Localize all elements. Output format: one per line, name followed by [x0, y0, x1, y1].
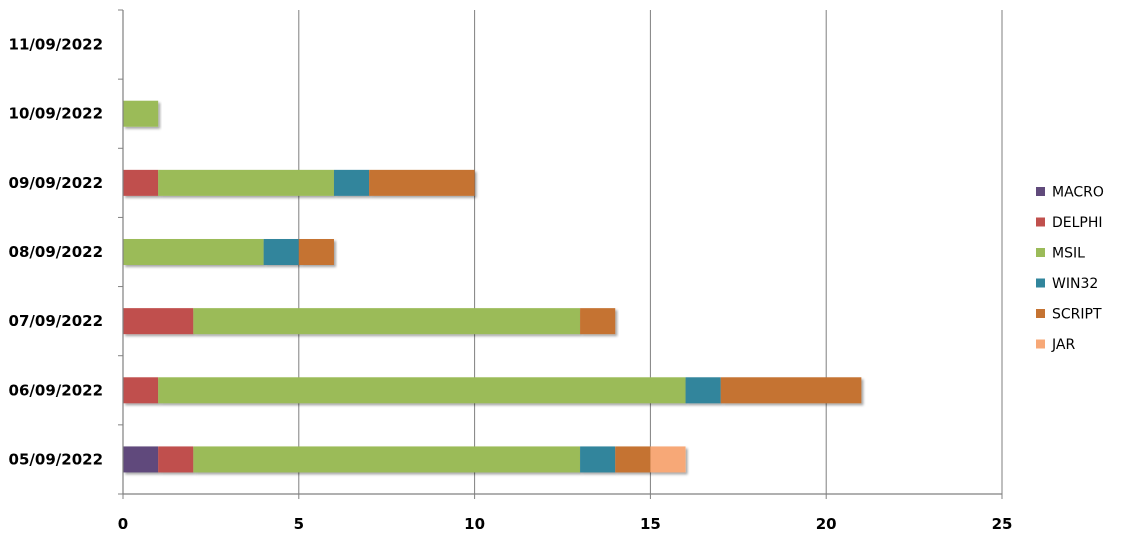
legend-label-script: SCRIPT	[1052, 307, 1102, 323]
legend-swatch-msil	[1036, 248, 1045, 257]
bar-msil-06-09-2022	[158, 377, 686, 404]
y-tick-label: 09/09/2022	[9, 174, 103, 192]
legend-swatch-script	[1036, 309, 1045, 318]
bar-msil-08-09-2022	[123, 239, 264, 265]
legend-swatch-jar	[1036, 339, 1045, 349]
bar-msil-09-09-2022	[158, 169, 334, 196]
y-tick-label: 10/09/2022	[9, 105, 103, 123]
bar-msil-05-09-2022	[193, 446, 581, 473]
y-tick-label: 06/09/2022	[9, 381, 103, 399]
x-tick-label: 10	[464, 515, 485, 533]
y-tick-label: 05/09/2022	[9, 450, 103, 468]
x-tick-label: 15	[640, 515, 661, 533]
x-tick-label: 5	[294, 515, 304, 533]
legend-swatch-win32	[1036, 278, 1045, 288]
x-tick-label: 25	[992, 515, 1013, 533]
legend-label-msil: MSIL	[1052, 246, 1085, 262]
bar-script-06-09-2022	[720, 377, 862, 404]
legend-swatch-macro	[1036, 187, 1045, 196]
bar-script-09-09-2022	[369, 169, 475, 196]
bar-script-05-09-2022	[615, 446, 651, 473]
legend-label-macro: MACRO	[1052, 185, 1104, 201]
bar-script-07-09-2022	[580, 308, 616, 335]
x-tick-label: 0	[118, 515, 128, 533]
bar-delphi-07-09-2022	[123, 308, 194, 335]
bar-win32-05-09-2022	[580, 446, 616, 473]
x-tick-label: 20	[816, 515, 837, 533]
legend-label-jar: JAR	[1051, 337, 1075, 353]
bar-msil-07-09-2022	[193, 308, 581, 335]
bar-script-08-09-2022	[298, 239, 334, 265]
bar-win32-08-09-2022	[263, 239, 299, 265]
bar-delphi-05-09-2022	[158, 446, 194, 473]
y-tick-label: 07/09/2022	[9, 312, 103, 330]
legend-label-delphi: DELPHI	[1052, 215, 1103, 231]
bar-macro-05-09-2022	[123, 446, 159, 473]
legend-label-win32: WIN32	[1052, 276, 1098, 292]
legend-swatch-delphi	[1036, 217, 1045, 227]
bar-jar-05-09-2022	[650, 446, 686, 473]
y-tick-label: 08/09/2022	[9, 243, 103, 261]
bar-win32-06-09-2022	[685, 377, 721, 404]
bar-delphi-09-09-2022	[123, 169, 159, 196]
y-tick-label: 11/09/2022	[9, 36, 103, 54]
bar-msil-10-09-2022	[123, 100, 159, 127]
bar-delphi-06-09-2022	[123, 377, 159, 404]
bar-win32-09-09-2022	[333, 169, 370, 196]
